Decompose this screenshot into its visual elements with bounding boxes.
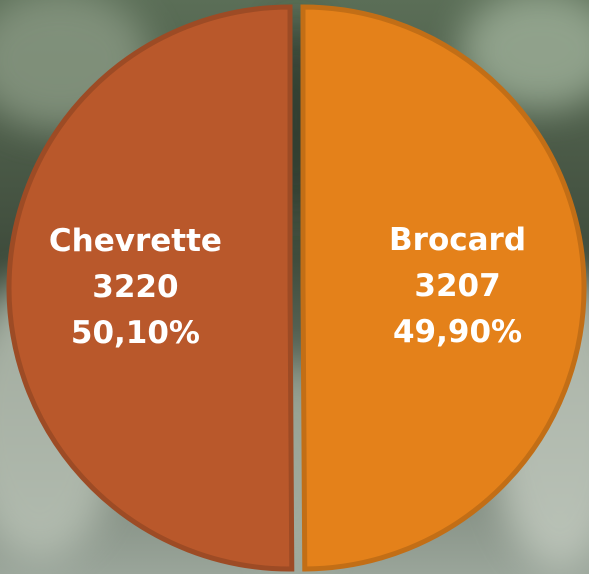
slice-value-label: 3220 bbox=[92, 269, 178, 305]
slice-percent-label: 50,10% bbox=[71, 315, 200, 351]
slice-category-label: Chevrette bbox=[49, 223, 222, 259]
pie-slice bbox=[300, 4, 587, 572]
slice-value-label: 3207 bbox=[414, 268, 500, 304]
pie-slice bbox=[6, 4, 295, 572]
slice-category-label: Brocard bbox=[389, 222, 526, 258]
slice-percent-label: 49,90% bbox=[393, 314, 522, 350]
